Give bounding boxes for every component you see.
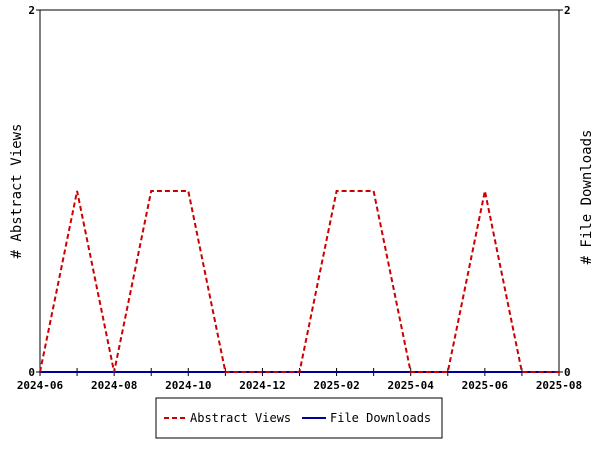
- y2-tick-label: 0: [564, 366, 571, 379]
- legend-box: [155, 397, 443, 439]
- y2-axis-title: # File Downloads: [579, 130, 595, 265]
- x-tick-label: 2024-12: [239, 379, 285, 392]
- x-tick-label: 2024-06: [17, 379, 64, 392]
- legend-label-abstract-views: Abstract Views: [190, 411, 291, 425]
- x-tick-label: 2024-10: [165, 379, 211, 392]
- y2-tick-label: 2: [564, 4, 571, 17]
- x-tick-label: 2025-02: [313, 379, 359, 392]
- x-tick-label: 2024-08: [91, 379, 137, 392]
- series-line-abstract-views: [39, 190, 559, 373]
- y-axis-title: # Abstract Views: [9, 124, 25, 259]
- x-tick-label: 2025-08: [536, 379, 582, 392]
- x-tick-label: 2025-04: [388, 379, 435, 392]
- legend: Abstract Views File Downloads: [155, 397, 443, 439]
- y-tick-label: 2: [28, 4, 35, 17]
- y-tick-label: 0: [28, 366, 35, 379]
- x-tick-label: 2025-06: [462, 379, 509, 392]
- plot-area: [39, 9, 560, 373]
- legend-label-file-downloads: File Downloads: [330, 411, 431, 425]
